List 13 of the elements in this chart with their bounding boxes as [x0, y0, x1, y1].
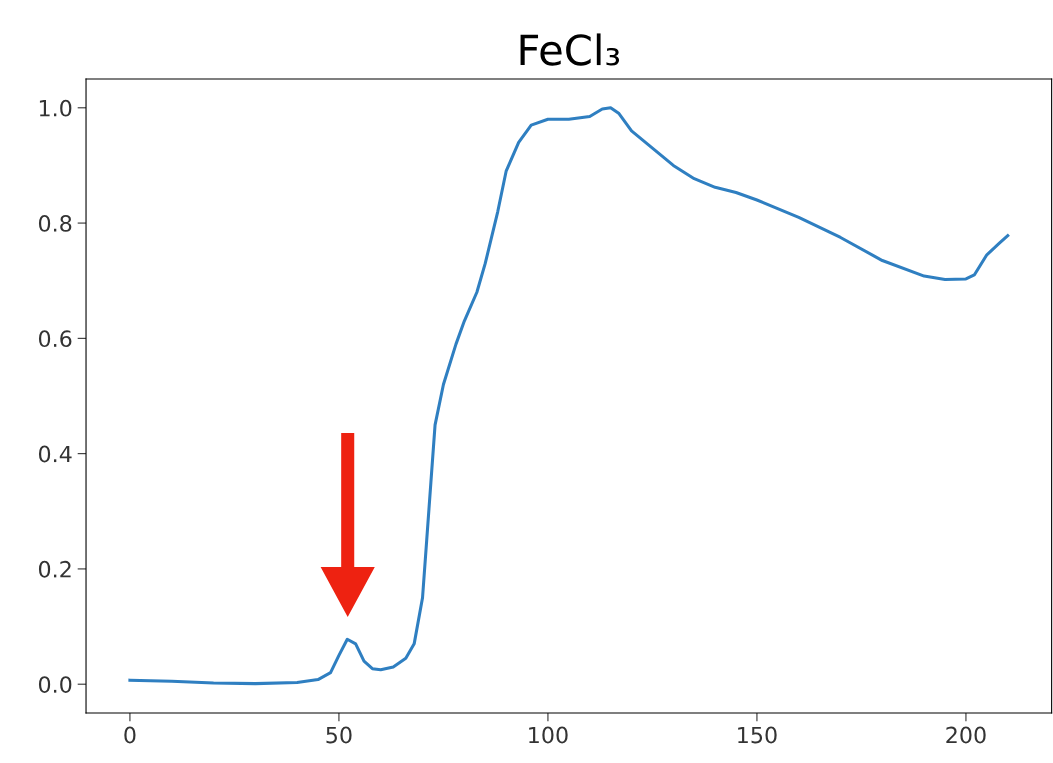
line-series: [128, 106, 1010, 686]
y-tick-label: 0.4: [38, 445, 72, 463]
y-tick-label: 0.6: [38, 330, 72, 348]
y-tick-label: 0.2: [38, 560, 71, 578]
x-tick-label: 0: [124, 726, 136, 744]
x-tick-label: 150: [738, 726, 777, 744]
x-tick-label: 50: [326, 726, 352, 744]
x-tick-label: 100: [529, 726, 568, 744]
x-tick-label: 200: [946, 726, 986, 744]
chart-title: FeCl₃: [520, 33, 620, 66]
y-tick-label: 0.8: [38, 215, 72, 232]
y-tick-label: 0.0: [38, 676, 72, 693]
y-tick-label: 1.0: [39, 99, 72, 117]
